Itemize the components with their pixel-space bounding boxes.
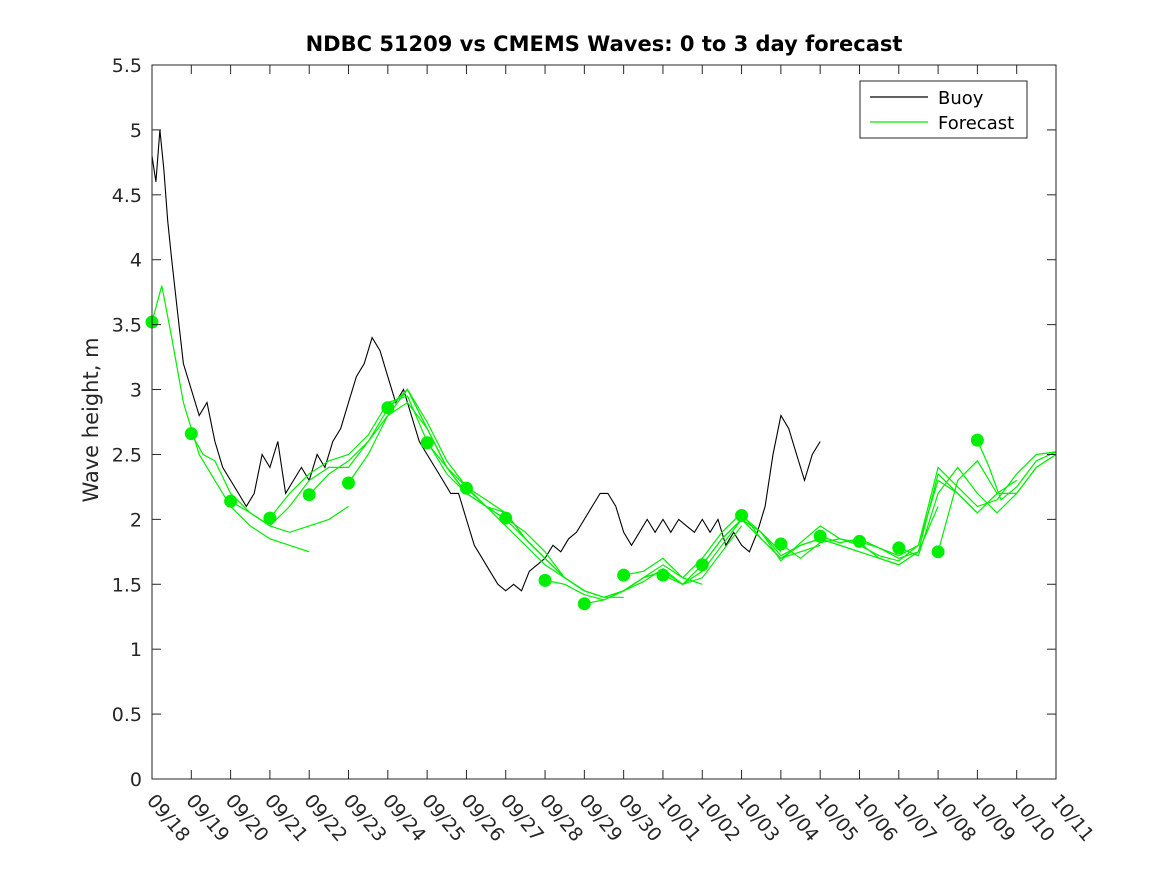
forecast-run-line-21 xyxy=(976,439,1057,501)
forecast-run-line-2 xyxy=(230,401,428,527)
forecast-start-point xyxy=(342,476,356,490)
legend-forecast-label: Forecast xyxy=(938,113,1014,134)
forecast-run-line-0 xyxy=(151,285,310,553)
forecast-start-point xyxy=(695,558,709,572)
forecast-start-point xyxy=(499,511,513,525)
y-tick-label: 5 xyxy=(130,120,142,142)
forecast-start-point xyxy=(538,573,552,587)
y-tick-label: 4 xyxy=(130,250,142,272)
forecast-start-point xyxy=(381,401,395,415)
y-tick-label: 0 xyxy=(130,769,142,791)
forecast-start-point xyxy=(617,568,631,582)
y-axis-label: Wave height, m xyxy=(79,337,103,502)
y-tick-label: 1 xyxy=(130,639,142,661)
forecast-start-point xyxy=(224,494,238,508)
y-tick-label: 3 xyxy=(130,380,142,402)
forecast-run-line-10 xyxy=(544,525,743,601)
y-tick-label: 2.5 xyxy=(112,444,142,466)
y-tick-label: 2 xyxy=(130,509,142,531)
forecast-start-point xyxy=(459,481,473,495)
forecast-run-line-20 xyxy=(937,453,1057,552)
buoy-series-line xyxy=(151,129,821,592)
y-tick-label: 5.5 xyxy=(112,55,142,77)
forecast-start-point xyxy=(263,511,277,525)
forecast-start-point xyxy=(420,436,434,450)
y-tick-label: 3.5 xyxy=(112,315,142,337)
forecast-run-line-17 xyxy=(820,472,1018,559)
forecast-start-point xyxy=(774,537,788,551)
legend: Buoy Forecast xyxy=(859,80,1028,139)
forecast-start-point xyxy=(577,597,591,611)
forecast-run-line-18 xyxy=(859,451,1057,557)
legend-buoy-label: Buoy xyxy=(938,88,984,109)
forecast-run-line-3 xyxy=(269,395,467,519)
forecast-start-point xyxy=(656,568,670,582)
forecast-start-point xyxy=(735,508,749,522)
y-tick-label: 0.5 xyxy=(112,704,142,726)
chart-title: NDBC 51209 vs CMEMS Waves: 0 to 3 day fo… xyxy=(306,32,903,56)
forecast-run-line-14 xyxy=(701,518,899,566)
plot-area: 00.511.522.533.544.555.509/1809/1909/200… xyxy=(112,55,1098,846)
forecast-run-line-12 xyxy=(623,511,821,579)
y-tick-label: 4.5 xyxy=(112,185,142,207)
plot-background xyxy=(152,65,1056,779)
forecast-run-line-9 xyxy=(505,517,703,598)
forecast-start-point xyxy=(852,534,866,548)
forecast-start-point xyxy=(184,427,198,441)
legend-box xyxy=(859,80,1028,139)
forecast-start-point xyxy=(813,529,827,543)
forecast-start-point xyxy=(970,433,984,447)
forecast-start-point xyxy=(302,488,316,502)
forecast-start-point xyxy=(931,545,945,559)
y-tick-label: 1.5 xyxy=(112,574,142,596)
axes-box xyxy=(151,64,1057,780)
forecast-start-point xyxy=(892,541,906,555)
